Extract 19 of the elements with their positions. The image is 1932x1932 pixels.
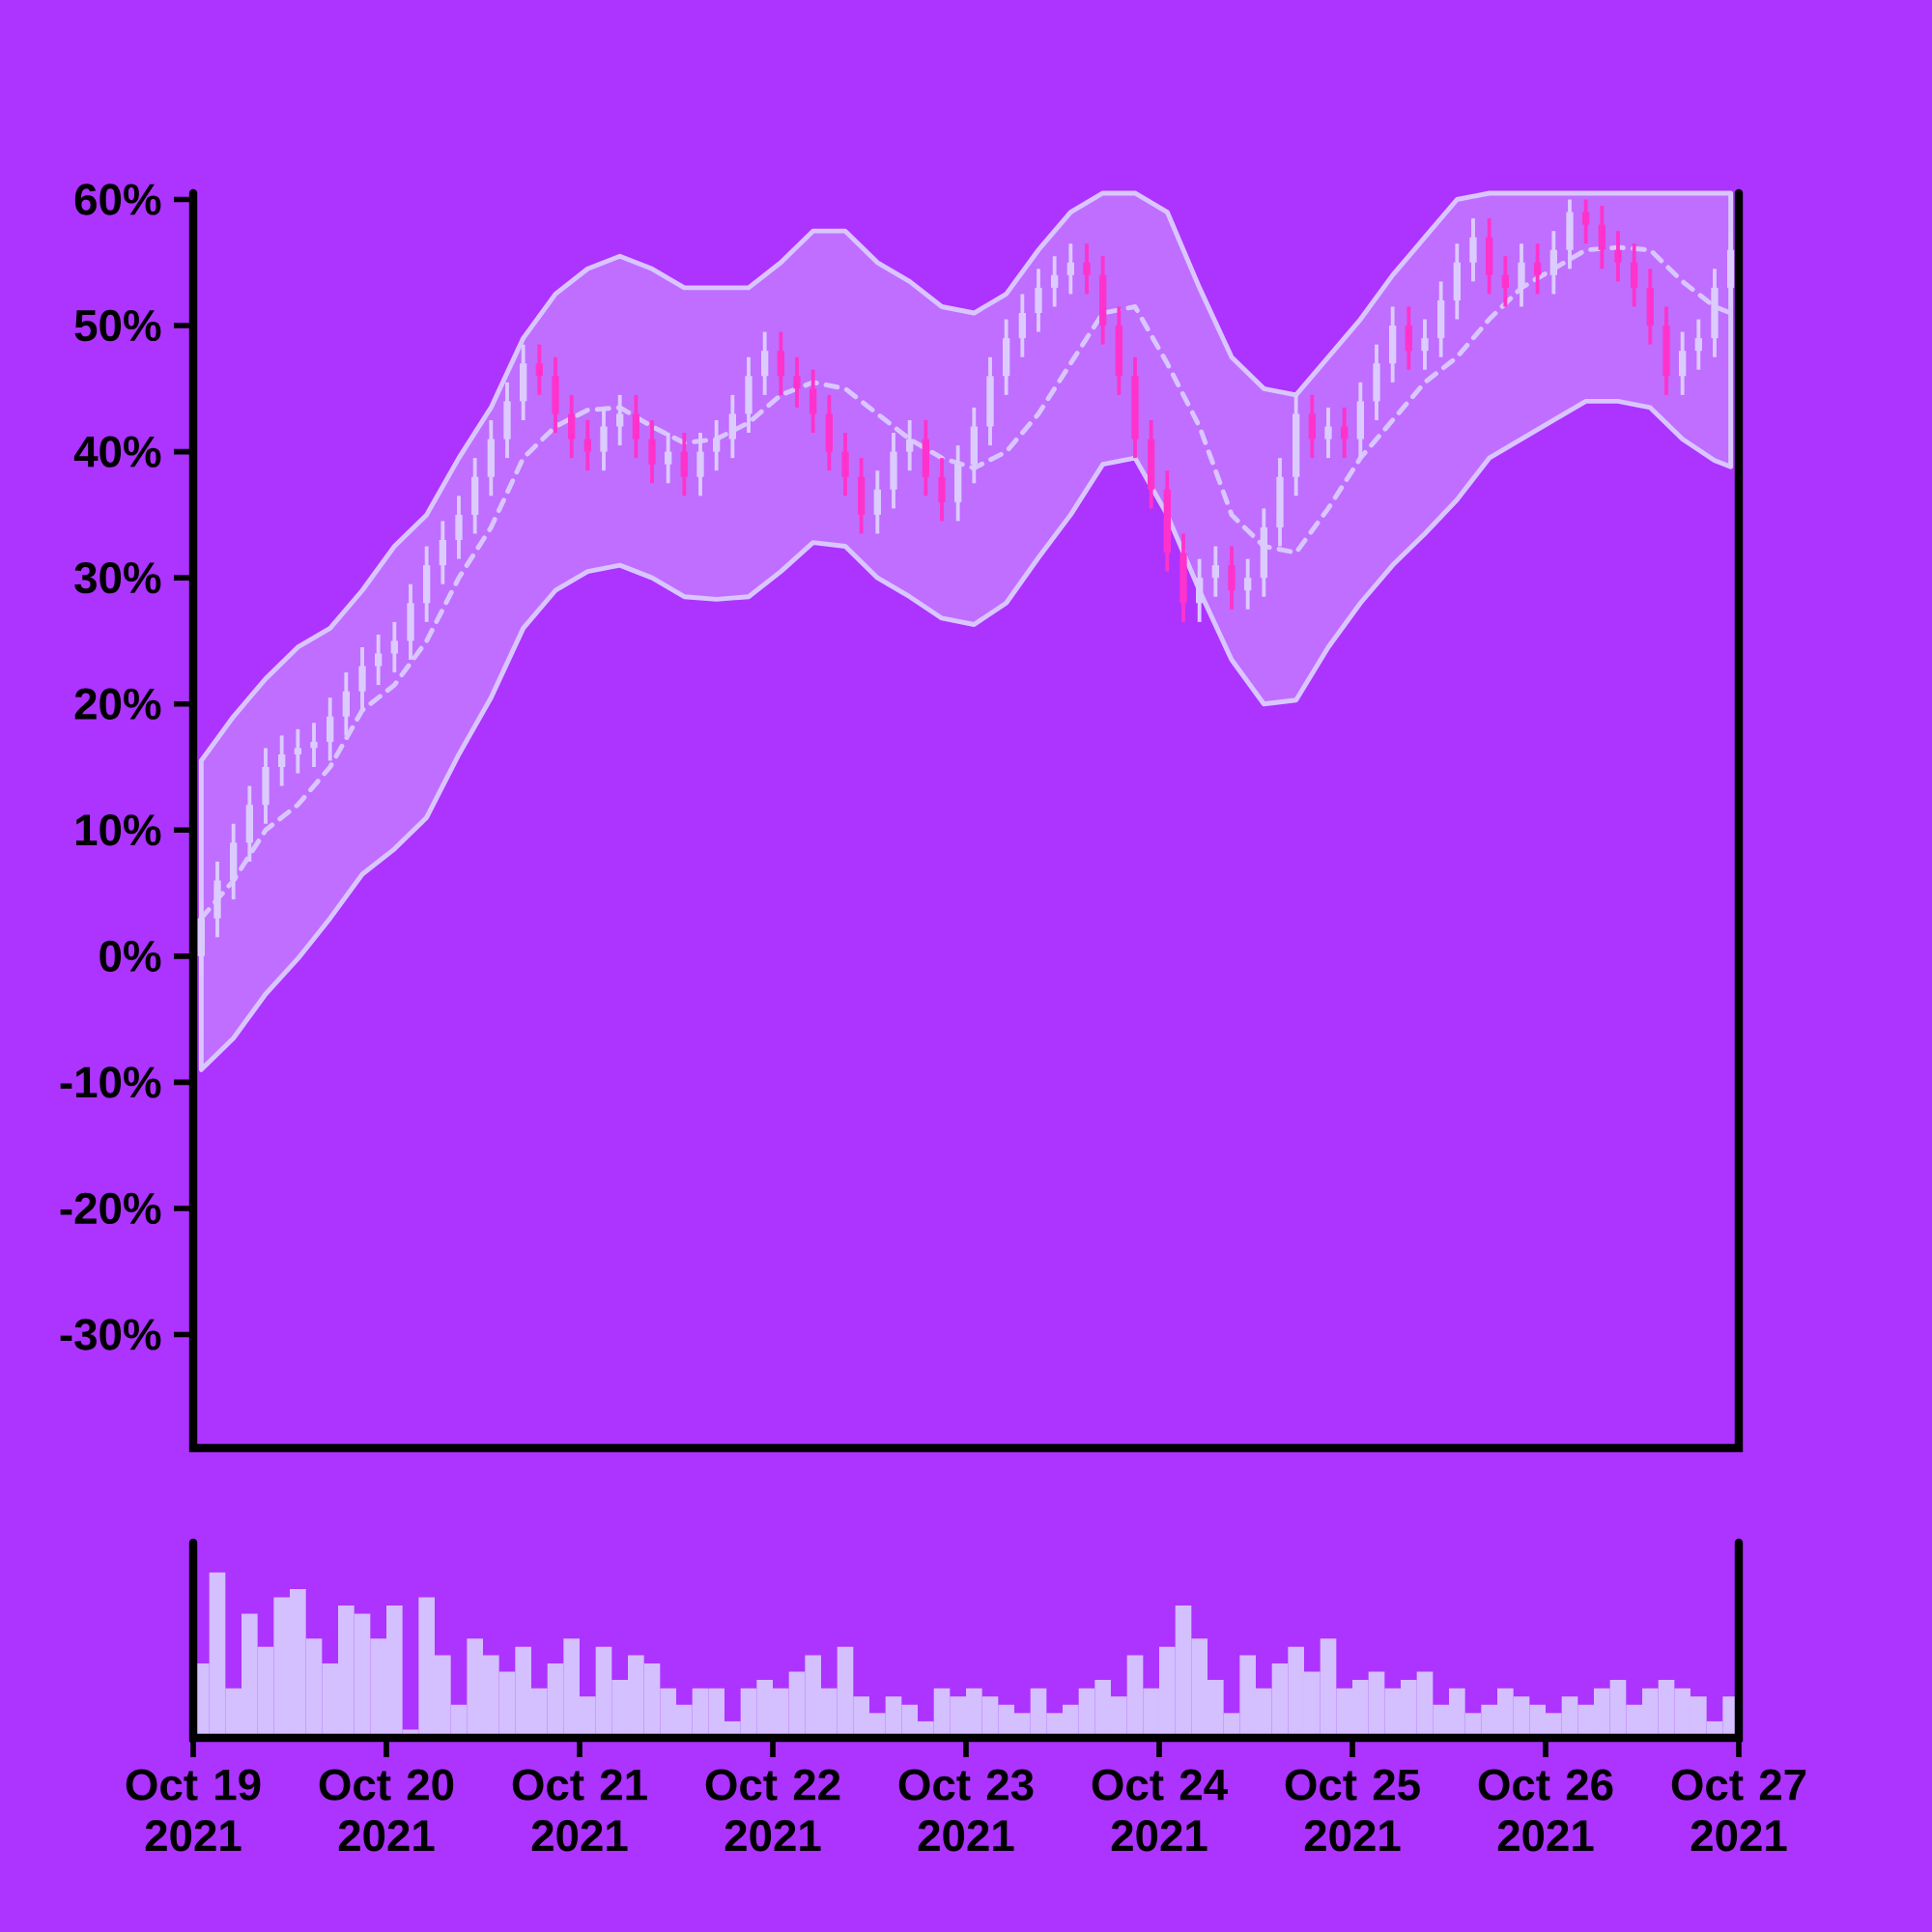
y-tick-label: -20% [60,1192,161,1225]
y-tick-label: -30% [60,1319,161,1350]
y-tick-label: 20% [74,688,161,720]
x-tick-label: Oct 23 2021 [898,1769,1034,1852]
y-tick-label: 0% [99,940,161,972]
y-tick-label: -10% [60,1066,161,1098]
x-tick-label: Oct 21 2021 [512,1769,647,1852]
x-tick-label: Oct 19 2021 [126,1769,261,1852]
y-tick-label: 10% [76,814,161,846]
y-tick-label: 30% [74,561,161,594]
x-tick-label: Oct 25 2021 [1285,1769,1420,1852]
x-tick-label: Oct 27 2021 [1671,1769,1806,1852]
y-tick-label: 40% [73,436,161,468]
y-tick-label: 60% [74,184,161,215]
x-tick-label: Oct 26 2021 [1478,1769,1613,1852]
x-tick-label: Oct 24 2021 [1092,1769,1228,1852]
y-tick-label: 50% [74,309,161,342]
x-tick-label: Oct 22 2021 [705,1769,840,1852]
x-tick-label: Oct 20 2021 [319,1769,454,1852]
